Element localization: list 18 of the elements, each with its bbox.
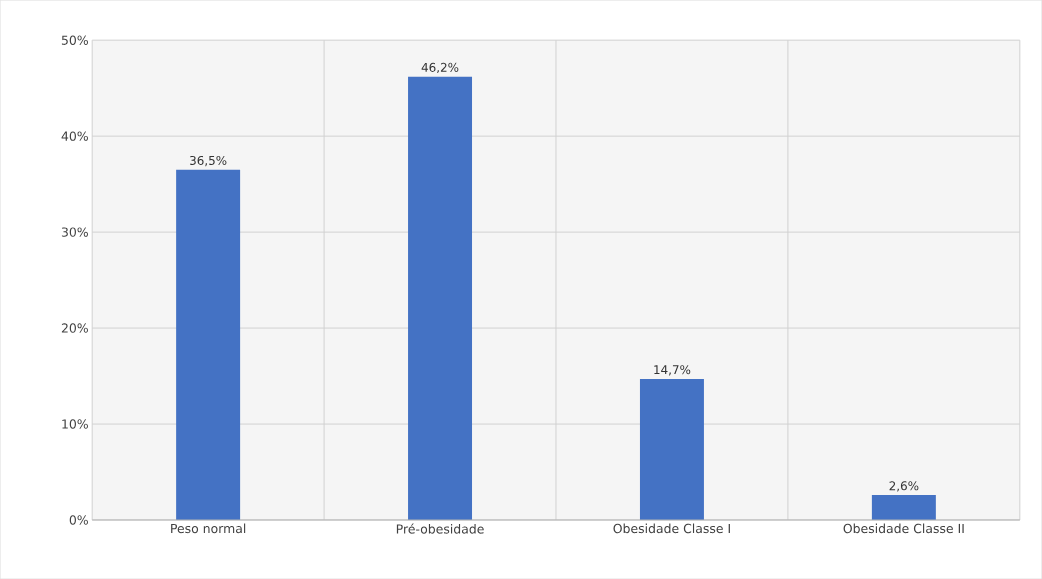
x-tick-label: Peso normal: [171, 523, 246, 534]
bar: [408, 76, 473, 520]
y-tick-label: 40%: [61, 131, 88, 141]
y-tick-label: 0%: [69, 515, 88, 525]
bar: [176, 169, 241, 520]
y-tick-label: 20%: [61, 323, 88, 333]
data-label: 36,5%: [190, 155, 227, 167]
data-label: 2,6%: [889, 481, 919, 492]
bar: [639, 378, 704, 520]
bar: [871, 494, 936, 520]
y-tick-label: 50%: [61, 35, 88, 45]
y-tick-label: 10%: [62, 419, 88, 429]
data-label: 14,7%: [654, 365, 691, 376]
x-tick-label: Obesidade Classe II: [843, 523, 964, 534]
y-tick-label: 30%: [61, 227, 88, 237]
data-label: 46,2%: [421, 62, 459, 74]
x-tick-label: Obesidade Classe I: [613, 523, 730, 534]
x-tick-label: Pré-obesidade: [396, 523, 484, 534]
